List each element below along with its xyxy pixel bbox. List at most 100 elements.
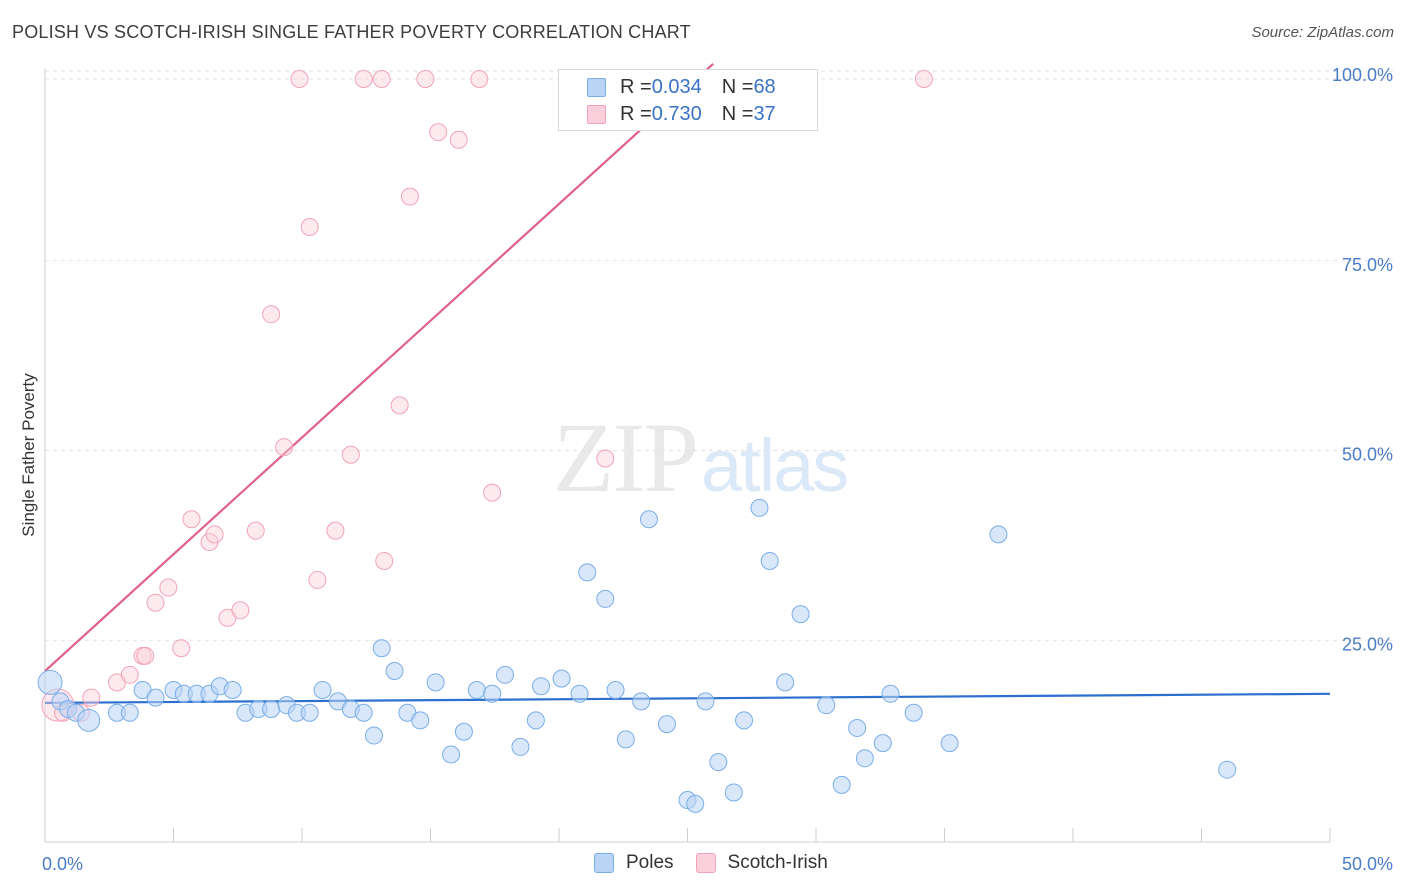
poles-point xyxy=(724,783,743,802)
legend-item-poles: Poles xyxy=(594,852,674,874)
poles-point xyxy=(511,737,530,756)
scotch-swatch xyxy=(587,104,606,124)
scotch-irish-point xyxy=(596,449,615,468)
scotch-irish-point xyxy=(300,218,319,237)
poles-n-value: 68 xyxy=(753,75,776,98)
poles-point xyxy=(496,665,515,684)
poles-point xyxy=(832,775,851,794)
poles-point xyxy=(750,498,769,517)
scotch-irish-point xyxy=(372,70,391,88)
poles-point xyxy=(596,589,615,608)
scotch-irish-point xyxy=(470,70,489,88)
poles-point xyxy=(606,680,625,699)
legend-poles-label: Poles xyxy=(626,852,674,873)
poles-point xyxy=(686,794,705,813)
scotch-irish-point xyxy=(231,601,250,620)
scotch-irish-point xyxy=(246,521,265,540)
scotch-irish-point xyxy=(146,593,165,612)
poles-point xyxy=(483,684,502,703)
poles-point xyxy=(467,680,486,699)
poles-point xyxy=(760,551,779,570)
scotch-irish-point xyxy=(290,70,309,88)
poles-point xyxy=(552,669,571,688)
x-tick-label: 50.0% xyxy=(1342,854,1393,874)
scotch-irish-point xyxy=(136,646,155,665)
watermark-atlas: atlas xyxy=(701,424,849,507)
legend-item-scotch: Scotch-Irish xyxy=(695,852,828,874)
poles-point xyxy=(776,673,795,692)
poles-point xyxy=(313,680,332,699)
series-legend: Poles Scotch-Irish xyxy=(594,852,850,874)
poles-point xyxy=(454,722,473,741)
poles-point xyxy=(881,684,900,703)
poles-point xyxy=(616,730,635,749)
scotch-irish-point xyxy=(159,578,178,597)
scotch-irish-point xyxy=(400,187,419,206)
poles-point xyxy=(570,684,589,703)
poles-point xyxy=(791,605,810,624)
y-tick-label: 50.0% xyxy=(1342,445,1393,465)
scotch-irish-point xyxy=(341,445,360,464)
poles-point xyxy=(989,525,1008,544)
chart-title: POLISH VS SCOTCH-IRISH SINGLE FATHER POV… xyxy=(12,22,691,42)
legend-scotch-swatch xyxy=(695,853,716,873)
chart-source: Source: ZipAtlas.com xyxy=(1251,24,1394,41)
tick-labels: 25.0% 50.0% 75.0% 100.0% 0.0% 50.0% Single Fat… xyxy=(19,65,1393,874)
poles-point xyxy=(354,703,373,722)
scotch-irish-point xyxy=(82,688,101,707)
data-points xyxy=(37,70,1237,813)
poles-point xyxy=(735,711,754,730)
legend-row-scotch: R = 0.730 N = 37 xyxy=(587,101,776,127)
scotch-r-label: R = xyxy=(620,102,652,125)
poles-point xyxy=(904,703,923,722)
scotch-irish-point xyxy=(429,123,448,142)
poles-point xyxy=(526,711,545,730)
scotch-irish-point xyxy=(326,521,345,540)
y-tick-label: 100.0% xyxy=(1332,65,1393,85)
poles-point xyxy=(1218,760,1237,779)
poles-point xyxy=(300,703,319,722)
poles-point xyxy=(262,699,281,718)
scotch-irish-point xyxy=(483,483,502,502)
poles-point xyxy=(77,708,101,732)
scotch-irish-point xyxy=(172,639,191,658)
poles-point xyxy=(817,696,836,715)
grid xyxy=(45,70,1395,641)
scotch-irish-point xyxy=(182,510,201,529)
poles-point xyxy=(639,510,658,529)
poles-point xyxy=(223,680,242,699)
legend-poles-swatch xyxy=(594,853,614,873)
scotch-irish-point xyxy=(308,570,327,589)
y-tick-label: 75.0% xyxy=(1342,255,1393,275)
scotch-irish-point xyxy=(914,70,933,88)
poles-point xyxy=(940,734,959,753)
scotch-irish-point xyxy=(390,396,409,415)
poles-point xyxy=(411,711,430,730)
watermark: ZIPatlas xyxy=(553,400,849,515)
legend-row-poles: R = 0.034 N = 68 xyxy=(587,74,776,100)
poles-point xyxy=(873,734,892,753)
scotch-n-label: N = xyxy=(721,102,754,125)
y-tick-label: 25.0% xyxy=(1342,634,1393,654)
poles-r-value: 0.034 xyxy=(651,75,702,98)
scotch-irish-point xyxy=(262,305,281,324)
legend-scotch-label: Scotch-Irish xyxy=(727,852,828,873)
y-axis-title: Single Father Poverty xyxy=(19,373,38,537)
poles-point xyxy=(696,692,715,711)
poles-r-label: R = xyxy=(620,75,652,98)
poles-n-label: N = xyxy=(721,75,754,98)
poles-point xyxy=(532,677,551,696)
scotch-r-value: 0.730 xyxy=(651,102,702,125)
stats-legend: R = 0.034 N = 68 R = 0.730 N = 37 xyxy=(558,69,818,131)
poles-point xyxy=(632,692,651,711)
scotch-irish-point xyxy=(416,70,435,88)
poles-point xyxy=(385,662,404,681)
poles-point xyxy=(657,715,676,734)
scotch-irish-point xyxy=(120,665,139,684)
poles-point xyxy=(848,718,867,737)
scotch-irish-point xyxy=(205,525,224,544)
poles-point xyxy=(37,669,63,695)
poles-point xyxy=(578,563,597,582)
poles-swatch xyxy=(587,77,606,97)
